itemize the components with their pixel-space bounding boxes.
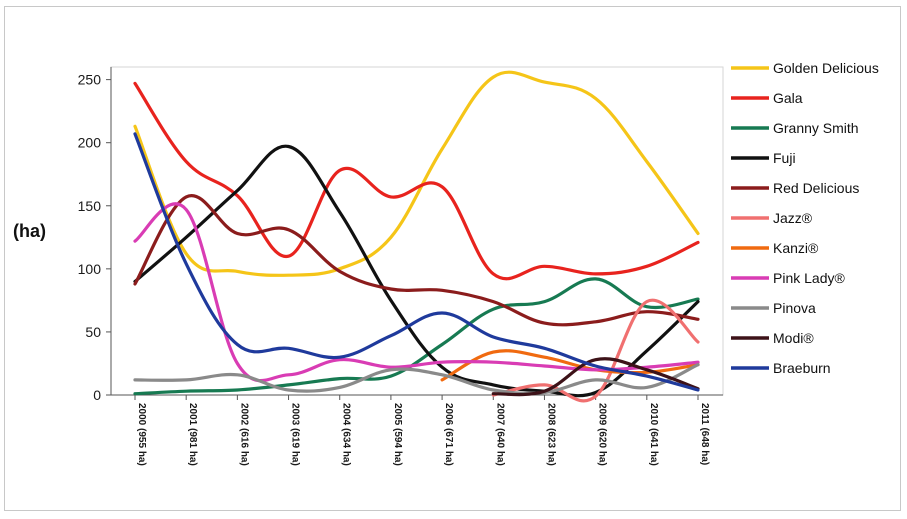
- legend-label-pinova: Pinova: [773, 300, 816, 316]
- x-tick-label: 2010 (641 ha): [648, 403, 659, 466]
- x-tick-label: 2009 (620 ha): [597, 403, 608, 466]
- legend-label-modi: Modi®: [773, 330, 814, 346]
- legend-label-granny-smith: Granny Smith: [773, 120, 859, 136]
- x-tick-label: 2003 (619 ha): [290, 403, 301, 466]
- x-tick-label: 2011 (648 ha): [699, 403, 710, 465]
- legend-label-golden-delicious: Golden Delicious: [773, 60, 879, 76]
- series-line-jazz: [491, 298, 700, 403]
- x-tick-label: 2008 (623 ha): [545, 403, 556, 466]
- series-group: [133, 70, 700, 403]
- y-tick-label: 150: [78, 198, 102, 214]
- series-line-modi: [491, 357, 700, 397]
- series-line-golden-delicious: [133, 70, 700, 277]
- series-line-granny-smith: [133, 277, 700, 396]
- y-tick-label: 100: [78, 261, 102, 277]
- chart-frame: 0 50 100 150 200 250 2000 (955 ha) 2001 (981 h…: [4, 6, 901, 511]
- x-tick-label: 2002 (616 ha): [238, 403, 249, 466]
- series-line-braeburn: [133, 132, 700, 392]
- y-axis: 0 50 100 150 200 250: [78, 67, 112, 403]
- legend-label-jazz: Jazz®: [773, 210, 813, 226]
- chart-svg: 0 50 100 150 200 250 2000 (955 ha) 2001 (981 h…: [13, 60, 879, 466]
- plot-border: [110, 66, 724, 396]
- series-line-pink-lady: [133, 202, 700, 383]
- y-tick-label: 200: [78, 135, 102, 151]
- series-line-pinova: [133, 363, 700, 395]
- x-tick-label: 2004 (634 ha): [341, 403, 352, 466]
- legend-label-fuji: Fuji: [773, 150, 796, 166]
- y-tick-label: 50: [85, 324, 101, 340]
- legend-label-red-delicious: Red Delicious: [773, 180, 859, 196]
- x-tick-label: 2007 (640 ha): [494, 403, 505, 466]
- legend-label-braeburn: Braeburn: [773, 360, 831, 376]
- series-line-gala: [133, 81, 700, 281]
- legend-label-pink-lady: Pink Lady®: [773, 270, 845, 286]
- x-axis: 2000 (955 ha) 2001 (981 ha) 2002 (616 ha) 2…: [111, 394, 723, 466]
- y-tick-label: 0: [93, 387, 101, 403]
- plot-area: [110, 66, 724, 396]
- y-axis-title: (ha): [13, 221, 46, 241]
- x-tick-label: 2001 (981 ha): [187, 403, 198, 466]
- y-tick-label: 250: [78, 72, 102, 88]
- legend-label-kanzi: Kanzi®: [773, 240, 819, 256]
- series-line-red-delicious: [133, 194, 700, 327]
- x-tick-label: 2006 (671 ha): [443, 403, 454, 466]
- x-tick-label: 2000 (955 ha): [136, 403, 147, 466]
- x-tick-label: 2005 (594 ha): [392, 403, 403, 466]
- legend-label-gala: Gala: [773, 90, 803, 106]
- legend: Golden Delicious Gala Granny Smith Fuji Red …: [731, 60, 879, 376]
